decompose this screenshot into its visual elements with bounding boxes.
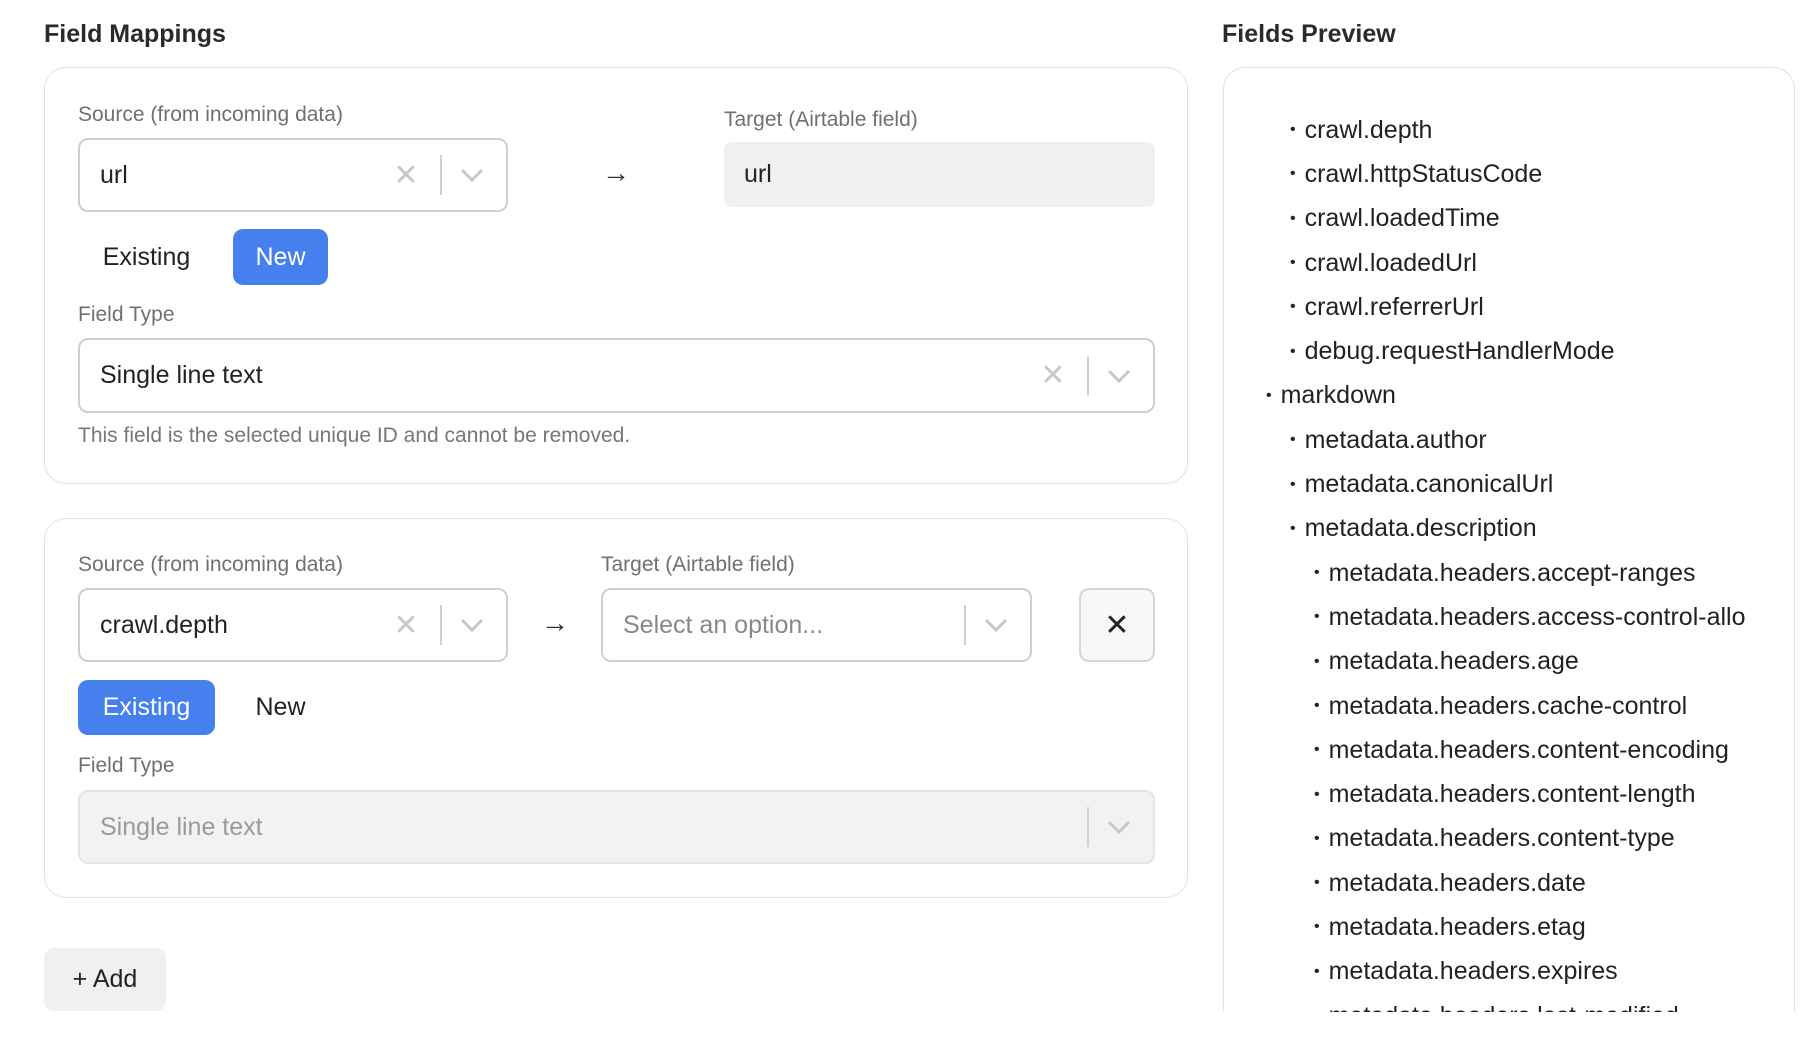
field-item: metadata.headers.content-encoding: [1224, 728, 1794, 772]
existing-toggle[interactable]: Existing: [78, 680, 215, 735]
mapping-card-1: [44, 67, 1188, 484]
field-item: debug.requestHandlerMode: [1224, 329, 1794, 373]
field-type-select[interactable]: Single line text ✕: [78, 338, 1155, 413]
field-item: metadata.headers.last-modified: [1224, 994, 1794, 1012]
target-field-readonly: url: [724, 142, 1155, 207]
close-icon: ✕: [1104, 608, 1130, 642]
field-item: crawl.loadedUrl: [1224, 241, 1794, 285]
divider: [440, 155, 442, 195]
source-value: url: [100, 160, 128, 189]
field-item: markdown: [1224, 374, 1794, 418]
field-item: crawl.httpStatusCode: [1224, 152, 1794, 196]
field-item: crawl.referrerUrl: [1224, 285, 1794, 329]
new-toggle[interactable]: New: [255, 693, 306, 721]
clear-icon[interactable]: ✕: [393, 158, 419, 192]
arrow-right-icon: →: [541, 607, 569, 638]
field-item: crawl.depth: [1224, 108, 1794, 152]
field-item: metadata.description: [1224, 507, 1794, 551]
field-item: metadata.canonicalUrl: [1224, 462, 1794, 506]
field-item: metadata.headers.date: [1224, 861, 1794, 905]
source-label: Source (from incoming data): [78, 103, 343, 126]
field-item: metadata.headers.content-type: [1224, 817, 1794, 861]
source-value: crawl.depth: [100, 610, 228, 639]
field-item: metadata.headers.expires: [1224, 950, 1794, 994]
add-mapping-button[interactable]: + Add: [44, 948, 166, 1011]
new-toggle[interactable]: New: [233, 229, 328, 285]
divider: [1087, 807, 1089, 847]
fields-preview-panel[interactable]: crawl.depthcrawl.httpStatusCodecrawl.loa…: [1223, 67, 1795, 1012]
divider: [440, 605, 442, 645]
field-item: metadata.headers.content-length: [1224, 772, 1794, 816]
clear-icon[interactable]: ✕: [1040, 359, 1066, 392]
chevron-down-icon[interactable]: [456, 618, 488, 632]
chevron-down-icon[interactable]: [980, 618, 1012, 632]
remove-mapping-button[interactable]: ✕: [1079, 588, 1155, 662]
divider: [1087, 355, 1089, 396]
divider: [964, 605, 966, 645]
field-type-select: Single line text: [78, 790, 1155, 864]
field-type-value: Single line text: [100, 812, 263, 841]
field-mappings-title: Field Mappings: [44, 20, 226, 48]
target-select[interactable]: Select an option...: [601, 588, 1032, 662]
field-item: metadata.headers.access-control-allo: [1224, 595, 1794, 639]
field-type-value: Single line text: [100, 361, 263, 389]
field-item: metadata.headers.age: [1224, 640, 1794, 684]
field-item: metadata.headers.etag: [1224, 905, 1794, 949]
unique-id-help-text: This field is the selected unique ID and…: [78, 424, 631, 447]
target-label: Target (Airtable field): [601, 553, 795, 576]
clear-icon[interactable]: ✕: [393, 608, 419, 642]
target-placeholder: Select an option...: [623, 610, 824, 639]
field-item: metadata.headers.accept-ranges: [1224, 551, 1794, 595]
fields-list: crawl.depthcrawl.httpStatusCodecrawl.loa…: [1224, 68, 1794, 1012]
source-select[interactable]: url ✕: [78, 138, 508, 212]
target-label: Target (Airtable field): [724, 108, 918, 131]
chevron-down-icon[interactable]: [456, 168, 488, 182]
field-item: metadata.author: [1224, 418, 1794, 462]
field-type-label: Field Type: [78, 303, 175, 326]
chevron-down-icon: [1103, 820, 1135, 834]
fields-preview-title: Fields Preview: [1222, 20, 1396, 48]
field-item: crawl.loadedTime: [1224, 197, 1794, 241]
source-label: Source (from incoming data): [78, 553, 343, 576]
chevron-down-icon[interactable]: [1103, 369, 1135, 383]
source-select[interactable]: crawl.depth ✕: [78, 588, 508, 662]
field-item: metadata.headers.cache-control: [1224, 684, 1794, 728]
existing-toggle[interactable]: Existing: [102, 242, 191, 271]
arrow-right-icon: →: [602, 157, 630, 188]
field-type-label: Field Type: [78, 754, 175, 777]
